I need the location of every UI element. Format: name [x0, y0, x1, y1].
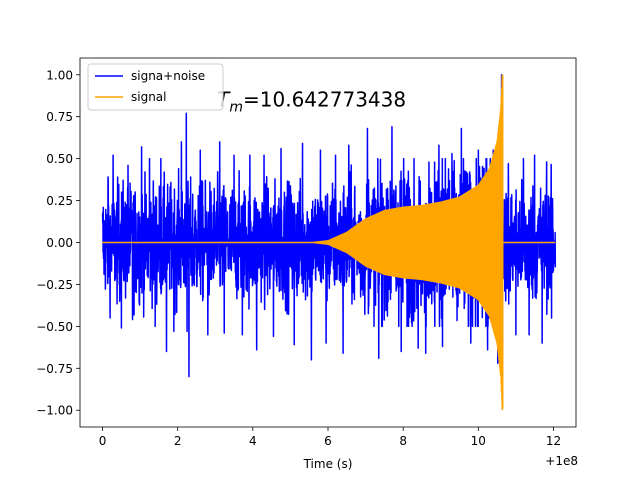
x-tick-label: 8: [399, 434, 407, 448]
y-tick-label: −0.50: [36, 320, 73, 334]
merger-time-annotation: Tm=10.642773438: [217, 88, 406, 116]
x-tick-label: 10: [471, 434, 486, 448]
x-tick-label: 6: [324, 434, 332, 448]
y-tick-label: −0.75: [36, 362, 73, 376]
merger-time-text: Tm=10.642773438: [217, 88, 406, 116]
legend-label-signal-noise: signa+noise: [131, 69, 205, 83]
y-tick-label: 1.00: [46, 68, 73, 82]
y-tick-label: −0.25: [36, 278, 73, 292]
x-tick-label: 4: [249, 434, 257, 448]
x-offset-label: +1e8: [545, 454, 578, 468]
plot-series: [101, 74, 557, 411]
series-line-signal: [101, 78, 556, 411]
x-tick-label: 2: [174, 434, 182, 448]
y-tick-label: 0.75: [46, 110, 73, 124]
legend: signa+noise signal: [87, 63, 224, 111]
y-tick-label: 0.00: [46, 236, 73, 250]
x-tick-label: 12: [546, 434, 561, 448]
x-axis-label: Time (s): [303, 457, 353, 471]
y-tick-label: 0.25: [46, 194, 73, 208]
y-tick-label: 0.50: [46, 152, 73, 166]
y-tick-label: −1.00: [36, 404, 73, 418]
axis-ticks: 0 2 4 6 8 10 12 −1.00 −0.75 −0.50 −0.25 0.00 0.25 0.5…: [36, 68, 561, 448]
legend-label-signal: signal: [131, 90, 167, 104]
x-tick-label: 0: [99, 434, 107, 448]
